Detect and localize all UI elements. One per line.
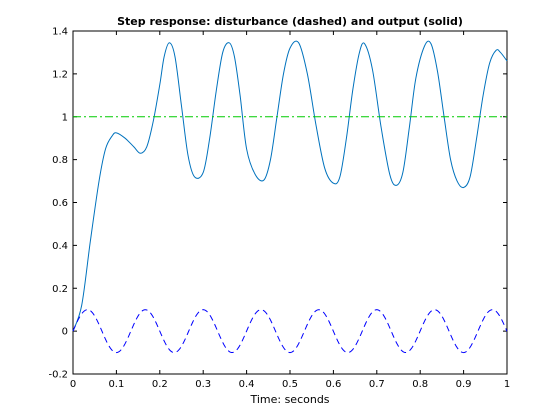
y-tick-label: 0 xyxy=(62,327,68,338)
y-tick-label: 1 xyxy=(62,112,68,123)
y-axis-ticks: -0.2 0 0.2 0.4 0.6 0.8 1 1.2 1.4 xyxy=(48,27,507,381)
y-tick-label: 1.4 xyxy=(52,27,68,38)
series-line-dashed xyxy=(72,309,508,354)
y-tick-label: 0.8 xyxy=(52,155,68,166)
y-tick-label: 0.6 xyxy=(52,198,68,209)
x-tick-label: 0.4 xyxy=(239,379,255,390)
y-tick-label: 0.4 xyxy=(52,241,68,252)
plot-area: 0 0.1 0.2 0.3 0.4 0.5 0.6 0.7 0.8 0.9 1 -0.200.20.… xyxy=(48,27,510,391)
x-tick-label: 0 xyxy=(70,379,76,390)
x-axis-label: Time: seconds xyxy=(249,393,329,406)
y-tick-label: -0.2 xyxy=(48,370,68,381)
axes-box xyxy=(72,30,508,375)
series-line-solid xyxy=(72,40,508,332)
x-tick-label: 0.1 xyxy=(108,379,124,390)
x-tick-label: 0.3 xyxy=(195,379,211,390)
chart-title: Step response: disturbance (dashed) and … xyxy=(117,15,463,28)
y-tick-label: 1.2 xyxy=(52,69,68,80)
x-tick-label: 0.8 xyxy=(412,379,428,390)
x-tick-label: 0.9 xyxy=(456,379,472,390)
x-tick-label: 0.5 xyxy=(282,379,298,390)
x-tick-label: 0.2 xyxy=(152,379,168,390)
x-tick-label: 1 xyxy=(504,379,510,390)
x-axis-ticks: 0 0.1 0.2 0.3 0.4 0.5 0.6 0.7 0.8 0.9 1 xyxy=(70,31,510,390)
x-tick-label: 0.6 xyxy=(325,379,341,390)
y-tick-label: 0.2 xyxy=(52,284,68,295)
series-layer xyxy=(72,40,508,354)
x-tick-label: 0.7 xyxy=(369,379,385,390)
